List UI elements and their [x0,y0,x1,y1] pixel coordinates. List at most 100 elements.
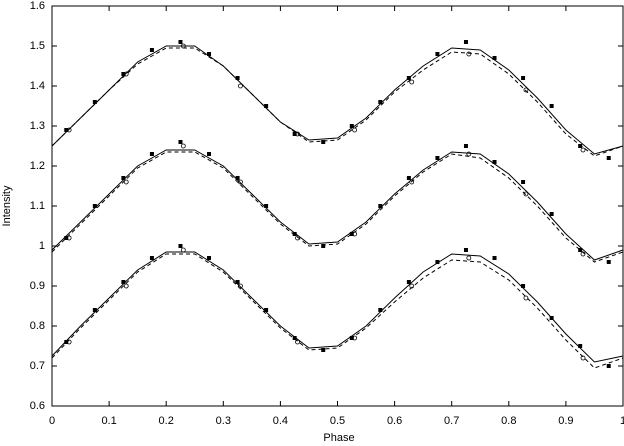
y-tick-label: 0.7 [30,360,45,372]
y-tick-label: 1.4 [30,80,45,92]
model-curve [51,251,624,363]
data-point [235,76,240,80]
x-tick-label: 0.3 [216,415,231,427]
data-point [295,339,300,345]
data-point [521,284,526,288]
data-point [321,348,326,352]
data-point [378,204,383,208]
data-point [492,256,497,260]
y-tick-label: 1.2 [30,160,45,172]
y-axis-label: Intensity [1,185,13,226]
y-tick-label: 1.1 [30,200,45,212]
data-point [406,176,411,180]
x-tick-label: 0.1 [101,415,116,427]
data-point [238,83,243,89]
data-point [492,56,497,60]
data-point [292,232,297,236]
x-tick-label: 0 [49,415,55,427]
data-point [549,104,554,108]
data-point [207,152,212,156]
data-point [606,260,611,264]
data-point [66,127,72,133]
data-point [549,316,554,320]
x-tick-label: 0.7 [444,415,459,427]
data-point [578,344,583,348]
data-point [292,132,297,136]
data-point [264,204,269,208]
data-point [349,336,354,340]
data-point [466,51,472,57]
data-point [92,204,97,208]
data-point [180,143,186,149]
data-point [238,179,243,185]
data-point [149,48,154,52]
data-point [178,244,183,248]
data-point [321,244,326,248]
x-tick-label: 0.5 [330,415,345,427]
data-point [580,251,586,257]
x-tick-label: 0.4 [273,415,288,427]
data-point [352,127,358,133]
data-point [180,43,186,49]
data-point [264,308,269,312]
data-point [406,76,411,80]
data-point [378,308,383,312]
data-point [349,232,354,236]
data-point [321,140,326,144]
data-point [606,156,611,160]
data-point [235,280,240,284]
model-curve [51,151,624,263]
x-tick-label: 0.8 [501,415,516,427]
data-point [295,235,300,241]
data-point [149,152,154,156]
data-point [406,280,411,284]
data-point [435,52,440,56]
y-tick-label: 1.3 [30,120,45,132]
data-point [463,248,468,252]
x-tick-label: 0.6 [387,415,402,427]
data-point [492,160,497,164]
data-point [180,247,186,253]
data-point [409,283,415,289]
data-point [64,340,69,344]
data-point [264,104,269,108]
data-point [578,144,583,148]
data-point [523,87,529,93]
data-point [409,179,415,185]
y-tick-label: 1.5 [30,40,45,52]
data-point [92,100,97,104]
model-curve [51,47,624,157]
data-point [123,71,129,77]
data-point [523,295,529,301]
y-tick-label: 1.6 [30,0,45,12]
data-point [409,79,415,85]
data-point [463,40,468,44]
data-point [295,131,300,137]
data-point [64,236,69,240]
y-tick-label: 0.8 [30,320,45,332]
data-point [352,231,358,237]
data-point [466,151,472,157]
data-point [207,52,212,56]
data-point [92,308,97,312]
data-point [463,144,468,148]
data-point [123,179,129,185]
data-point [238,283,243,289]
model-curve [51,253,624,369]
data-point [352,335,358,341]
data-point [178,40,183,44]
data-point [121,280,126,284]
data-point [521,76,526,80]
data-point [121,72,126,76]
data-point [578,248,583,252]
x-tick-label: 0.9 [558,415,573,427]
x-axis-label: Phase [323,432,354,444]
data-point [121,176,126,180]
data-point [521,180,526,184]
data-point [349,124,354,128]
data-point [292,336,297,340]
data-point [549,212,554,216]
data-point [66,235,72,241]
data-point [149,256,154,260]
